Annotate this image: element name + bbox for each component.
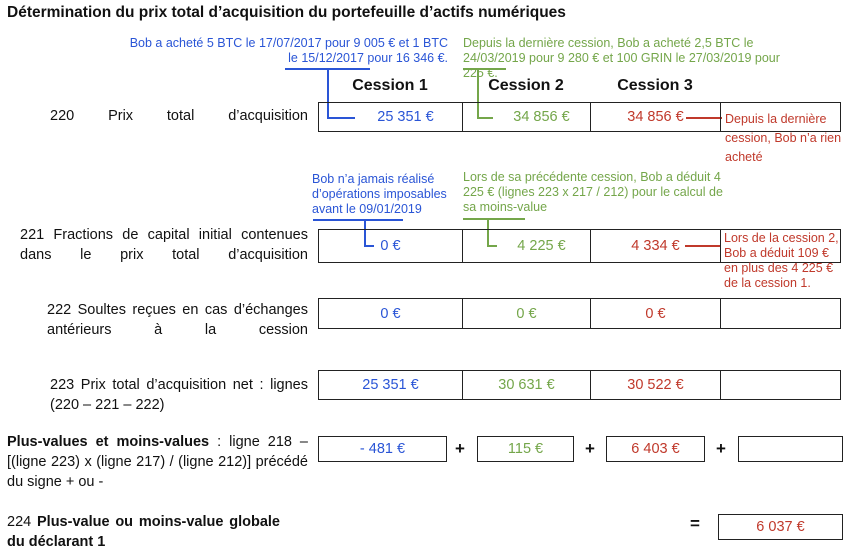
note-220-cession1: Bob a acheté 5 BTC le 17/07/2017 pour 9 … bbox=[129, 36, 448, 65]
row-220-cession-1: 25 351 € bbox=[319, 103, 463, 131]
total-label: 224 Plus-value ou moins-value globale du… bbox=[7, 512, 280, 552]
plus-sign: + bbox=[455, 439, 465, 458]
plus-sign: + bbox=[585, 439, 595, 458]
row-220: 25 351 € 34 856 € 34 856 € bbox=[318, 102, 841, 132]
row-221-cession-1: 0 € bbox=[319, 230, 463, 262]
connector-line bbox=[685, 245, 721, 247]
connector-line bbox=[327, 117, 355, 119]
row-221-cession-3: 4 334 € bbox=[591, 230, 721, 262]
row-221-cession-2: 4 225 € bbox=[463, 230, 591, 262]
header-cession-3: Cession 3 bbox=[617, 77, 693, 94]
connector-line bbox=[487, 219, 489, 246]
row-222-cession-2: 0 € bbox=[463, 299, 591, 328]
row-223-cession-1: 25 351 € bbox=[319, 371, 463, 399]
connector-line bbox=[463, 218, 525, 220]
row-222: 0 € 0 € 0 € bbox=[318, 298, 841, 329]
note-221-cession3: Lors de la cession 2, Bob a déduit 109 €… bbox=[724, 231, 839, 290]
row-222-label: 222 Soultes reçues en cas d’échanges ant… bbox=[47, 302, 308, 338]
total-label-num: 224 bbox=[7, 514, 37, 530]
plusvalues-label-bold: Plus-values et moins-values bbox=[7, 434, 210, 450]
connector-line bbox=[364, 220, 366, 246]
row-221-label: 221 Fractions de capital initial contenu… bbox=[20, 227, 308, 263]
connector-line bbox=[463, 68, 506, 70]
plusvalue-cession-1: - 481 € bbox=[318, 436, 447, 462]
note-220-cession2: Depuis la dernière cession, Bob a acheté… bbox=[463, 36, 780, 80]
row-220-label: 220 Prix total d’acquisition bbox=[50, 108, 308, 124]
row-221: 0 € 4 225 € 4 334 € bbox=[318, 229, 841, 263]
connector-line bbox=[477, 117, 493, 119]
page-title: Détermination du prix total d’acquisitio… bbox=[7, 4, 566, 21]
header-cession-2: Cession 2 bbox=[488, 77, 564, 94]
plusvalue-cession-3: 6 403 € bbox=[606, 436, 705, 462]
note-221-cession2: Lors de sa précédente cession, Bob a déd… bbox=[463, 170, 723, 214]
connector-line bbox=[327, 69, 329, 118]
row-222-cession-3: 0 € bbox=[591, 299, 721, 328]
plus-sign: + bbox=[716, 439, 726, 458]
plusvalues-label: Plus-values et moins-values : ligne 218 … bbox=[7, 432, 308, 492]
plusvalues-label-rest: : ligne 218 – [(ligne 223) x (ligne 217)… bbox=[7, 434, 308, 490]
row-223-cession-3: 30 522 € bbox=[591, 371, 721, 399]
connector-line bbox=[364, 245, 374, 247]
connector-line bbox=[313, 219, 403, 221]
header-cession-1: Cession 1 bbox=[352, 77, 428, 94]
connector-line bbox=[477, 69, 479, 118]
row-220-cession-3: 34 856 € bbox=[591, 103, 721, 131]
equals-sign: = bbox=[690, 514, 700, 533]
row-223-label: 223 Prix total d’acquisition net : ligne… bbox=[50, 377, 308, 413]
row-223: 25 351 € 30 631 € 30 522 € bbox=[318, 370, 841, 400]
row-223-empty bbox=[721, 371, 840, 399]
row-222-empty bbox=[721, 299, 840, 328]
row-222-cession-1: 0 € bbox=[319, 299, 463, 328]
total-label-bold: Plus-value ou moins-value globale du déc… bbox=[7, 514, 280, 550]
connector-line bbox=[487, 245, 497, 247]
plusvalue-cession-2: 115 € bbox=[477, 436, 574, 462]
note-220-cession3: Depuis la dernière cession, Bob n’a rien… bbox=[725, 112, 842, 164]
total-value: 6 037 € bbox=[718, 514, 843, 540]
row-220-cession-2: 34 856 € bbox=[463, 103, 591, 131]
plusvalue-empty bbox=[738, 436, 843, 462]
connector-line bbox=[686, 117, 722, 119]
row-223-cession-2: 30 631 € bbox=[463, 371, 591, 399]
note-221-cession1: Bob n’a jamais réalisé d’opérations impo… bbox=[312, 172, 447, 216]
